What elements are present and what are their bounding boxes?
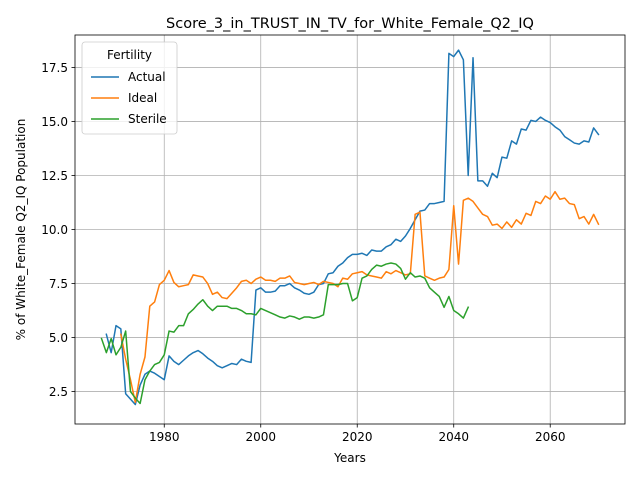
x-tick-label: 2020 [342,430,373,444]
x-axis-label: Years [333,451,366,465]
x-tick-label: 2000 [245,430,276,444]
legend-title: Fertility [107,48,152,62]
series-line-ideal [119,190,600,404]
legend-box [81,41,178,135]
y-axis-label: % of White_Female Q2_IQ Population [14,119,28,341]
ticks: 1980 2000 2020 2040 2060 2.5 5.0 7.5 10.0 12.5 15.… [41,61,565,444]
x-tick-label: 2060 [535,430,566,444]
y-tick-label: 7.5 [49,277,68,291]
legend-entries: Actual Ideal Sterile [91,70,167,126]
series-line-sterile [100,262,470,405]
series-lines [100,49,600,406]
y-tick-label: 17.5 [41,61,68,75]
y-tick-label: 10.0 [41,223,68,237]
chart-title: Score_3_in_TRUST_IN_TV_for_White_Female_… [166,16,534,32]
y-tick-label: 12.5 [41,169,68,183]
legend: Fertility Actual Ideal Sterile [81,41,178,135]
y-tick-label: 15.0 [41,115,68,129]
legend-label-sterile: Sterile [128,112,167,126]
y-tick-label: 2.5 [49,385,68,399]
series-line-actual [105,49,600,406]
x-tick-label: 1980 [149,430,180,444]
y-tick-label: 5.0 [49,331,68,345]
legend-label-actual: Actual [128,70,166,84]
x-tick-label: 2040 [438,430,469,444]
legend-label-ideal: Ideal [128,91,157,105]
